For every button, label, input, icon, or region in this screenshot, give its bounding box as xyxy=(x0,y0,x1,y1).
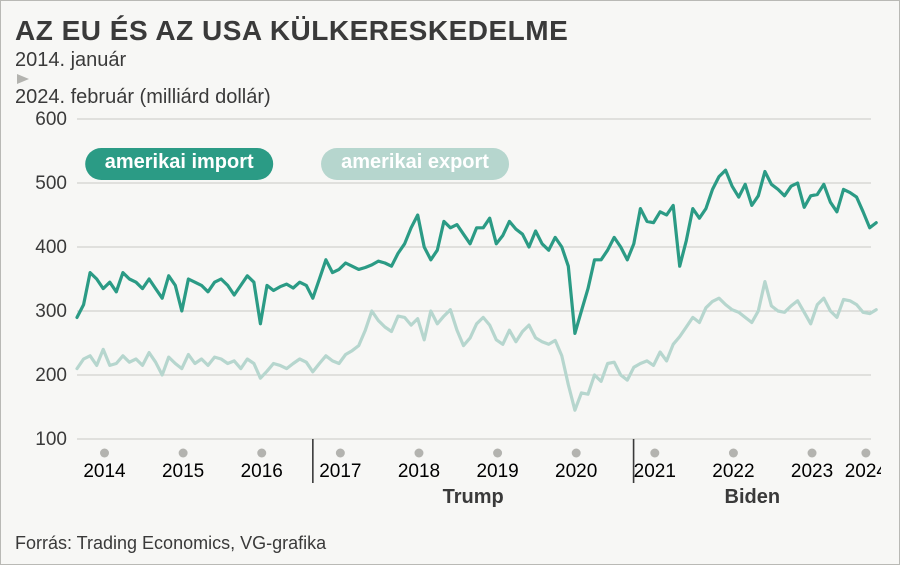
x-tick-label: 2014 xyxy=(83,461,126,482)
subtitle-to: 2024. február xyxy=(15,86,134,108)
year-dot xyxy=(100,449,109,458)
legend-pill-label: amerikai import xyxy=(105,151,254,173)
x-tick-label: 2022 xyxy=(712,461,754,482)
year-dot xyxy=(336,449,345,458)
subtitle-unit: (milliárd dollár) xyxy=(140,86,271,108)
year-dot xyxy=(257,449,266,458)
legend-pill: amerikai export xyxy=(321,148,509,180)
import-line xyxy=(77,170,876,333)
legend-pill-label: amerikai export xyxy=(341,151,489,173)
y-tick-label: 100 xyxy=(35,429,67,450)
subtitle-from: 2014. január xyxy=(15,49,126,71)
x-tick-label: 2015 xyxy=(162,461,204,482)
x-tick-label: 2016 xyxy=(241,461,283,482)
year-dot xyxy=(572,449,581,458)
y-tick-label: 300 xyxy=(35,301,67,322)
arrow-icon xyxy=(15,72,33,86)
y-tick-label: 600 xyxy=(35,109,67,130)
x-tick-label: 2023 xyxy=(791,461,833,482)
year-dot xyxy=(493,449,502,458)
year-dot xyxy=(808,449,817,458)
x-tick-label: 2020 xyxy=(555,461,597,482)
era-label: Trump xyxy=(443,486,504,508)
year-dot xyxy=(650,449,659,458)
legend-pill: amerikai import xyxy=(85,148,273,180)
chart-frame: AZ EU ÉS AZ USA KÜLKERESKEDELME 2014. ja… xyxy=(0,0,900,565)
x-tick-label: 2021 xyxy=(634,461,676,482)
chart-title: AZ EU ÉS AZ USA KÜLKERESKEDELME xyxy=(15,15,891,47)
chart-source: Forrás: Trading Economics, VG-grafika xyxy=(15,533,326,554)
year-dot xyxy=(729,449,738,458)
y-tick-label: 200 xyxy=(35,365,67,386)
export-line xyxy=(77,282,876,411)
year-dot xyxy=(179,449,188,458)
x-tick-label: 2024 xyxy=(845,461,881,482)
x-tick-label: 2018 xyxy=(398,461,440,482)
x-tick-label: 2017 xyxy=(319,461,361,482)
y-tick-label: 500 xyxy=(35,173,67,194)
year-dot xyxy=(861,449,870,458)
chart-subtitle: 2014. január 2024. február (milliárd dol… xyxy=(15,49,891,109)
line-chart: 100 200 300 400 500 600 2014 2015 2016 2017 2018 20… xyxy=(15,109,881,509)
era-label: Biden xyxy=(725,486,781,508)
x-tick-label: 2019 xyxy=(476,461,518,482)
year-dot xyxy=(414,449,423,458)
y-tick-label: 400 xyxy=(35,237,67,258)
